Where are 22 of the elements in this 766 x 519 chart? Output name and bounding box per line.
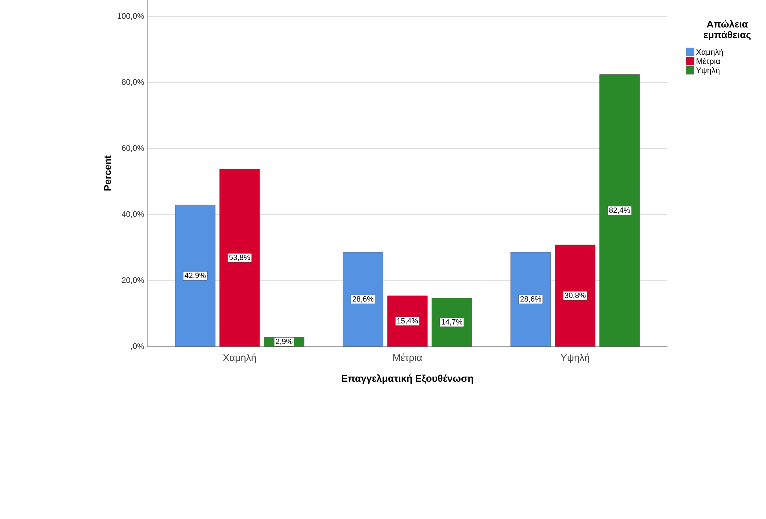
bar bbox=[175, 205, 216, 348]
x-tick-label: Μέτρια bbox=[394, 354, 422, 364]
y-tick-label: 100,0% bbox=[118, 14, 144, 20]
y-tick-label: 80,0% bbox=[122, 80, 144, 86]
x-tick-label: Υψηλή bbox=[560, 354, 590, 364]
legend-title: Απώλεια εμπάθειας bbox=[704, 20, 751, 41]
bar bbox=[343, 252, 384, 348]
legend-label: Χαμηλή bbox=[696, 49, 724, 57]
y-axis-title: Percent bbox=[104, 156, 112, 192]
y-tick-label: ,0% bbox=[131, 344, 144, 350]
bar bbox=[387, 296, 428, 348]
legend-label: Υψηλή bbox=[696, 67, 720, 76]
y-tick-label: 60,0% bbox=[122, 146, 144, 152]
bar bbox=[510, 252, 552, 348]
x-axis-title: Επαγγελματική Εξουθένωση bbox=[342, 374, 474, 384]
x-tick-label: Χαμηλή bbox=[223, 354, 256, 364]
bar bbox=[555, 245, 596, 348]
bar bbox=[600, 74, 640, 348]
y-tick-label: 40,0% bbox=[122, 212, 144, 218]
y-tick-label: 20,0% bbox=[122, 278, 144, 284]
legend-label: Μέτρια bbox=[696, 58, 720, 66]
bar bbox=[220, 169, 260, 348]
